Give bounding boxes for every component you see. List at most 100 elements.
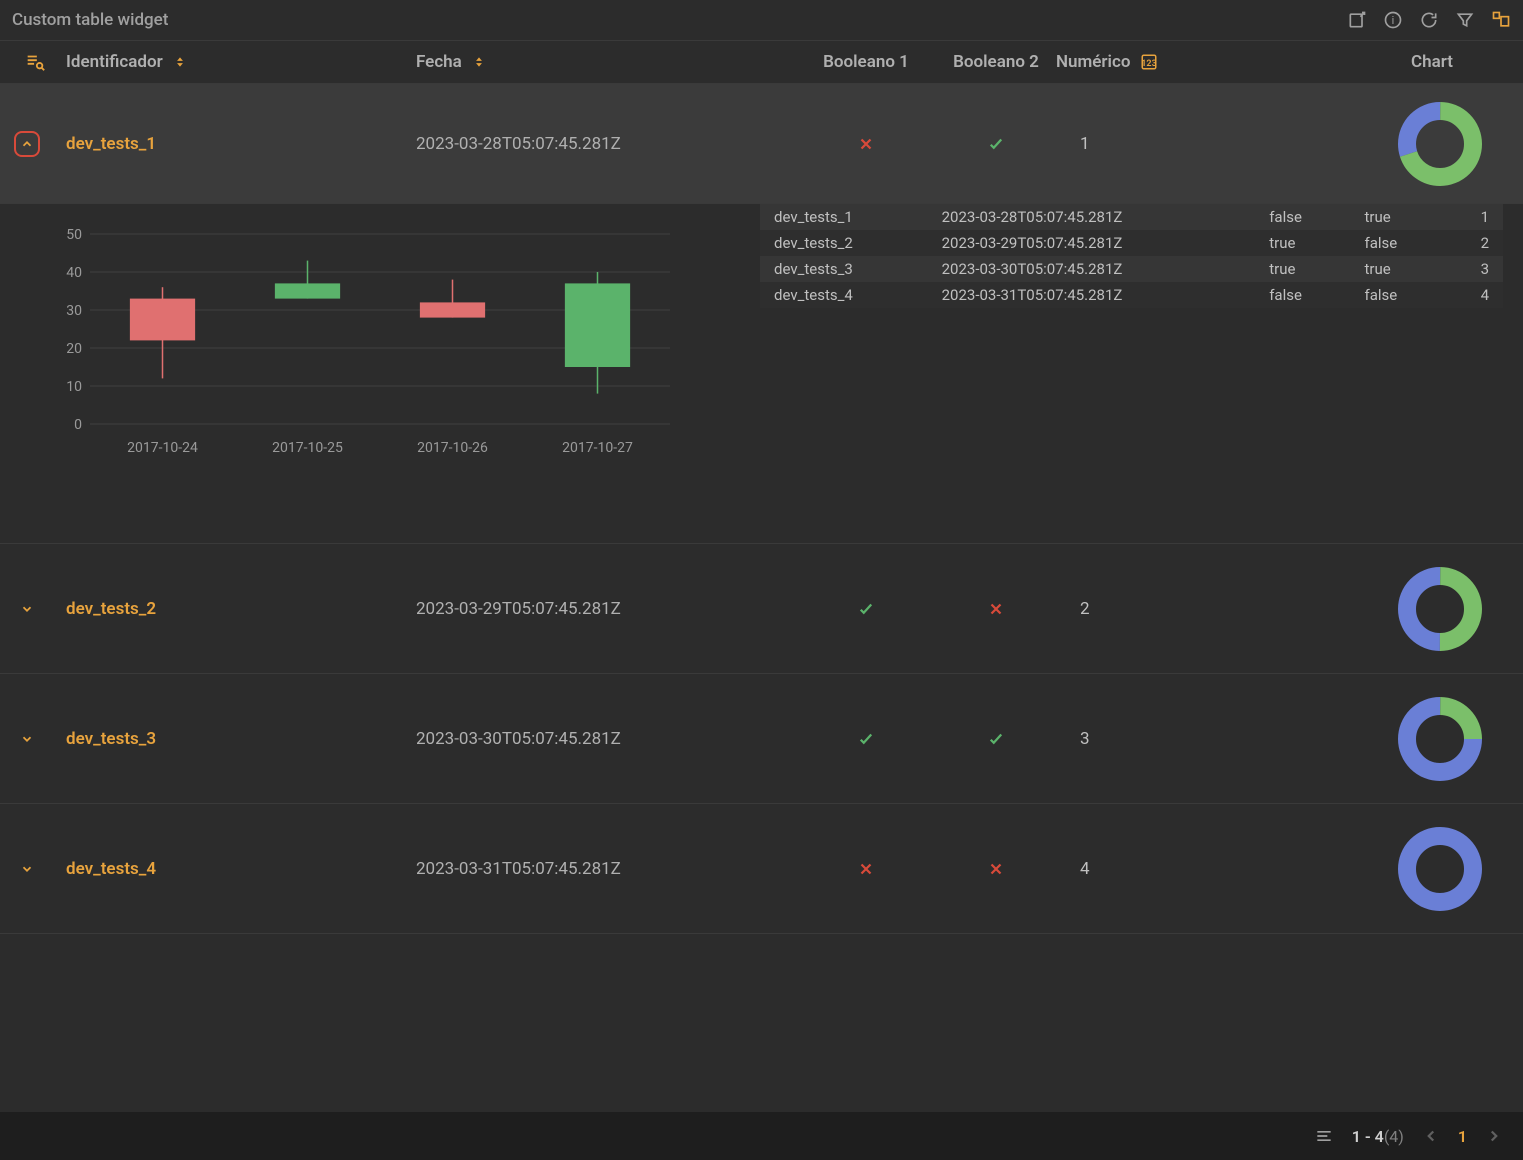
widget-title: Custom table widget <box>12 10 1347 30</box>
col-booleano2-label: Booleano 2 <box>953 52 1039 72</box>
export-icon[interactable] <box>1347 10 1367 30</box>
detail-cell-b2: false <box>1351 230 1446 256</box>
svg-text:2017-10-25: 2017-10-25 <box>272 440 343 456</box>
cell-booleano2 <box>936 135 1056 153</box>
detail-cell-n: 3 <box>1446 256 1503 282</box>
detail-cell-b2: false <box>1351 282 1446 308</box>
layout-icon[interactable] <box>1491 10 1511 30</box>
help-icon[interactable]: i <box>1383 10 1403 30</box>
col-booleano1[interactable]: Booleano 1 <box>796 52 936 72</box>
table-row[interactable]: dev_tests_1 2023-03-28T05:07:45.281Z 1 <box>0 84 1523 204</box>
cell-fecha: 2023-03-28T05:07:45.281Z <box>416 134 796 154</box>
cell-booleano1 <box>796 860 936 878</box>
svg-text:0: 0 <box>74 417 82 433</box>
detail-table-row: dev_tests_3 2023-03-30T05:07:45.281Z tru… <box>760 256 1503 282</box>
cell-numerico: 2 <box>1056 599 1216 619</box>
table-row[interactable]: dev_tests_4 2023-03-31T05:07:45.281Z 4 <box>0 804 1523 934</box>
density-icon[interactable] <box>1314 1126 1334 1146</box>
page-range: 1 - 4(4) <box>1352 1127 1404 1146</box>
cell-chart <box>1216 101 1513 187</box>
cell-chart <box>1216 696 1513 782</box>
cell-fecha: 2023-03-30T05:07:45.281Z <box>416 729 796 749</box>
next-page-button[interactable] <box>1485 1127 1503 1145</box>
col-booleano2[interactable]: Booleano 2 <box>936 52 1056 72</box>
col-fecha[interactable]: Fecha <box>416 52 796 72</box>
svg-text:30: 30 <box>66 303 82 319</box>
cell-numerico: 4 <box>1056 859 1216 879</box>
refresh-icon[interactable] <box>1419 10 1439 30</box>
col-numerico-label: Numérico <box>1056 52 1130 72</box>
expanded-detail: 0 10 20 30 40 50 2017-10-24 2017-10-25 2017-10-2… <box>0 204 1523 544</box>
svg-text:20: 20 <box>66 341 82 357</box>
numeric-type-icon: 123 <box>1140 53 1158 71</box>
svg-text:2017-10-24: 2017-10-24 <box>127 440 198 456</box>
cell-chart <box>1216 566 1513 652</box>
detail-cell-b1: false <box>1255 204 1350 230</box>
table-row[interactable]: dev_tests_3 2023-03-30T05:07:45.281Z 3 <box>0 674 1523 804</box>
cell-chart <box>1216 826 1513 912</box>
detail-cell-n: 2 <box>1446 230 1503 256</box>
col-identificador-label: Identificador <box>66 52 163 72</box>
header-toolbar: i <box>1347 10 1511 30</box>
cell-identificador: dev_tests_1 <box>66 134 416 154</box>
custom-table-widget: Custom table widget i <box>0 0 1523 1160</box>
detail-cell-n: 1 <box>1446 204 1503 230</box>
cell-booleano1 <box>796 730 936 748</box>
sort-icon <box>173 55 187 69</box>
expand-button[interactable] <box>14 131 40 157</box>
cell-booleano2 <box>936 860 1056 878</box>
svg-text:40: 40 <box>66 265 82 281</box>
expand-button[interactable] <box>14 726 40 752</box>
detail-cell-n: 4 <box>1446 282 1503 308</box>
page-total-text: (4) <box>1384 1127 1404 1146</box>
detail-cell-fecha: 2023-03-30T05:07:45.281Z <box>928 256 1256 282</box>
cell-fecha: 2023-03-29T05:07:45.281Z <box>416 599 796 619</box>
col-numerico[interactable]: Numérico 123 <box>1056 52 1216 72</box>
detail-cell-b2: true <box>1351 204 1446 230</box>
cell-identificador: dev_tests_3 <box>66 729 416 749</box>
svg-text:2017-10-26: 2017-10-26 <box>417 440 488 456</box>
svg-text:50: 50 <box>66 227 82 243</box>
detail-cell-id: dev_tests_1 <box>760 204 928 230</box>
detail-cell-b2: true <box>1351 256 1446 282</box>
cell-identificador: dev_tests_4 <box>66 859 416 879</box>
table-row[interactable]: dev_tests_2 2023-03-29T05:07:45.281Z 2 <box>0 544 1523 674</box>
detail-table-row: dev_tests_2 2023-03-29T05:07:45.281Z tru… <box>760 230 1503 256</box>
filter-icon[interactable] <box>1455 10 1475 30</box>
pagination-footer: 1 - 4(4) 1 <box>0 1112 1523 1160</box>
svg-text:i: i <box>1392 14 1395 27</box>
detail-sub-table: dev_tests_1 2023-03-28T05:07:45.281Z fal… <box>760 204 1523 543</box>
widget-header: Custom table widget i <box>0 0 1523 40</box>
detail-cell-fecha: 2023-03-29T05:07:45.281Z <box>928 230 1256 256</box>
detail-cell-b1: false <box>1255 282 1350 308</box>
col-chart: Chart <box>1216 52 1513 72</box>
detail-cell-id: dev_tests_2 <box>760 230 928 256</box>
cell-numerico: 1 <box>1056 134 1216 154</box>
detail-table-row: dev_tests_1 2023-03-28T05:07:45.281Z fal… <box>760 204 1503 230</box>
detail-cell-fecha: 2023-03-31T05:07:45.281Z <box>928 282 1256 308</box>
prev-page-button[interactable] <box>1422 1127 1440 1145</box>
col-chart-label: Chart <box>1411 52 1453 72</box>
detail-cell-b1: true <box>1255 256 1350 282</box>
expand-button[interactable] <box>14 596 40 622</box>
detail-cell-fecha: 2023-03-28T05:07:45.281Z <box>928 204 1256 230</box>
cell-booleano2 <box>936 600 1056 618</box>
cell-numerico: 3 <box>1056 729 1216 749</box>
svg-text:10: 10 <box>66 379 82 395</box>
col-inspect[interactable] <box>24 51 66 73</box>
current-page: 1 <box>1458 1127 1467 1146</box>
svg-text:123: 123 <box>1142 59 1157 69</box>
svg-text:2017-10-27: 2017-10-27 <box>562 440 633 456</box>
col-identificador[interactable]: Identificador <box>66 52 416 72</box>
page-range-text: 1 - 4 <box>1352 1127 1384 1146</box>
col-booleano1-label: Booleano 1 <box>823 52 909 72</box>
cell-booleano1 <box>796 135 936 153</box>
detail-candlestick-chart: 0 10 20 30 40 50 2017-10-24 2017-10-25 2017-10-2… <box>0 204 760 543</box>
expand-button[interactable] <box>14 856 40 882</box>
cell-booleano1 <box>796 600 936 618</box>
col-fecha-label: Fecha <box>416 52 462 72</box>
detail-cell-id: dev_tests_3 <box>760 256 928 282</box>
sort-icon <box>472 55 486 69</box>
detail-cell-id: dev_tests_4 <box>760 282 928 308</box>
cell-identificador: dev_tests_2 <box>66 599 416 619</box>
